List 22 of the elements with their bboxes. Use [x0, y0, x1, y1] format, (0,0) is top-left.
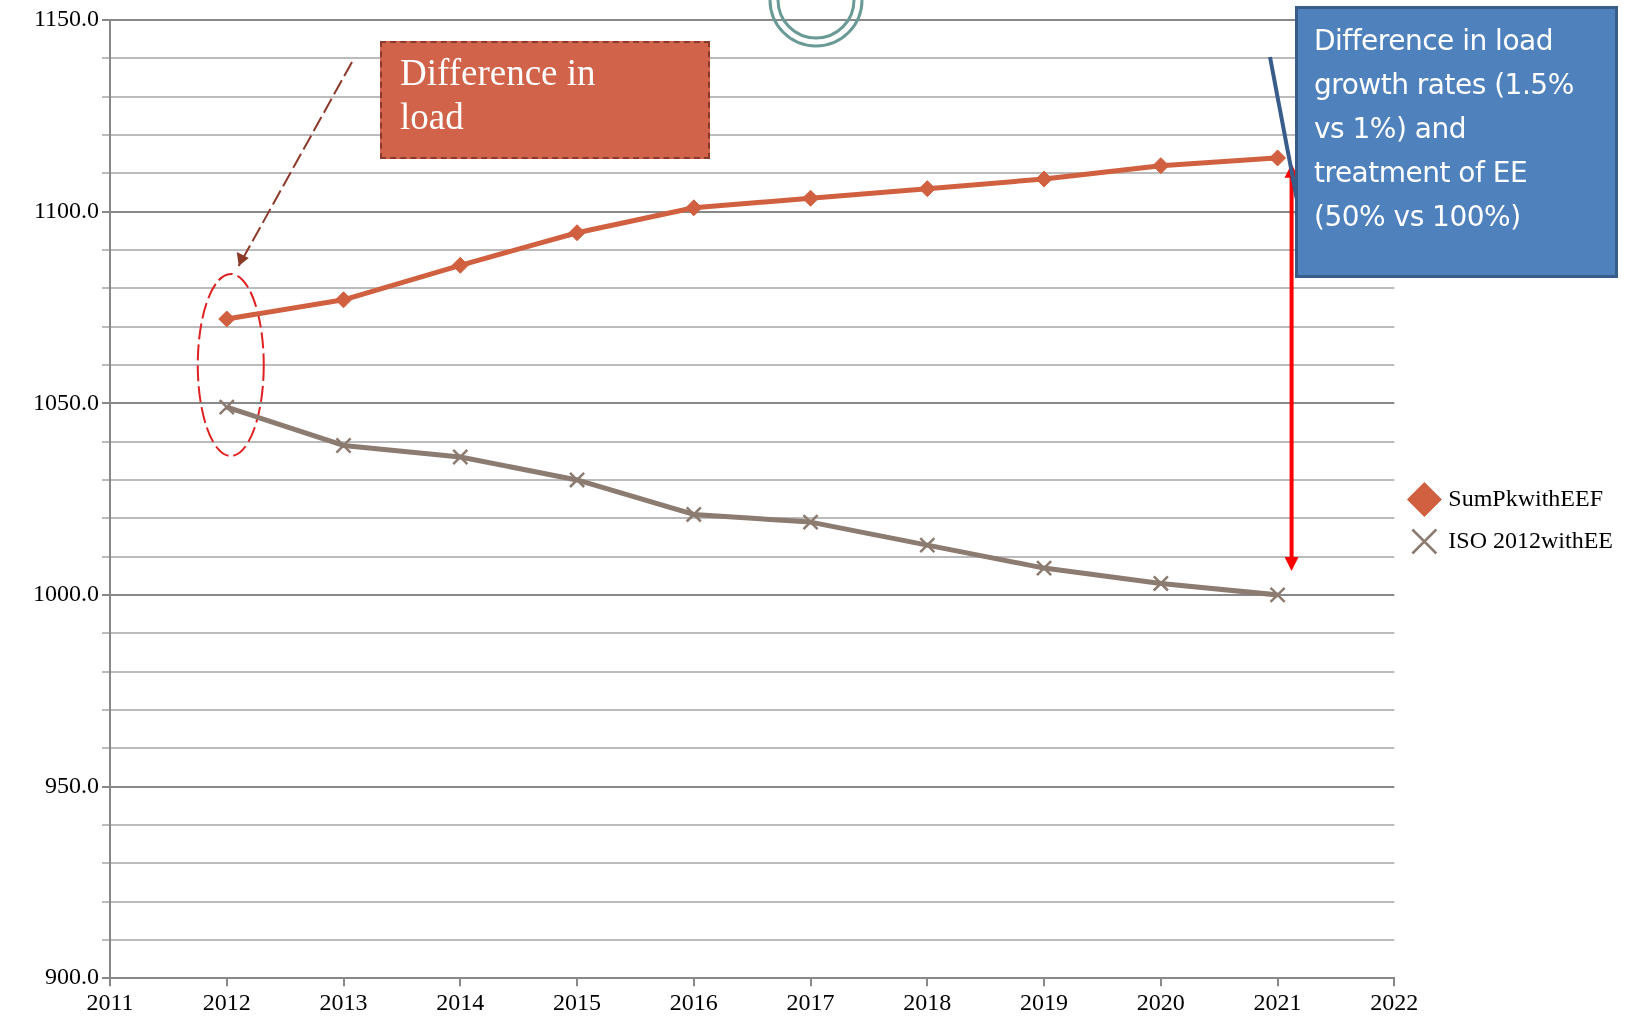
legend-label: SumPkwithEEF — [1448, 484, 1604, 511]
x-tick-label: 2019 — [1020, 988, 1069, 1015]
x-tick-label: 2011 — [86, 988, 134, 1015]
y-tick-label: 1150.0 — [33, 5, 99, 32]
x-tick-label: 2014 — [436, 988, 485, 1015]
y-tick-label: 950.0 — [45, 771, 99, 798]
x-tick-label: 2015 — [553, 988, 602, 1015]
x-tick-label: 2018 — [903, 988, 952, 1015]
y-tick-label: 900.0 — [45, 963, 99, 990]
y-tick-label: 1000.0 — [33, 580, 99, 607]
text-box: Difference in load growth rates (1.5% vs 1%) and treatment of EE (50% vs 100%) — [1295, 6, 1618, 278]
x-tick-label: 2021 — [1253, 988, 1302, 1015]
x-tick-label: 2022 — [1370, 988, 1419, 1015]
x-tick-label: 2017 — [786, 988, 835, 1015]
x-tick-label: 2012 — [202, 988, 251, 1015]
legend-label: ISO 2012withEE — [1448, 526, 1614, 553]
y-tick-label: 1100.0 — [33, 196, 99, 223]
text-box: Difference in load — [380, 41, 710, 159]
x-tick-label: 2020 — [1136, 988, 1185, 1015]
x-tick-label: 2013 — [319, 988, 368, 1015]
x-tick-label: 2016 — [669, 988, 718, 1015]
y-tick-label: 1050.0 — [33, 388, 99, 415]
